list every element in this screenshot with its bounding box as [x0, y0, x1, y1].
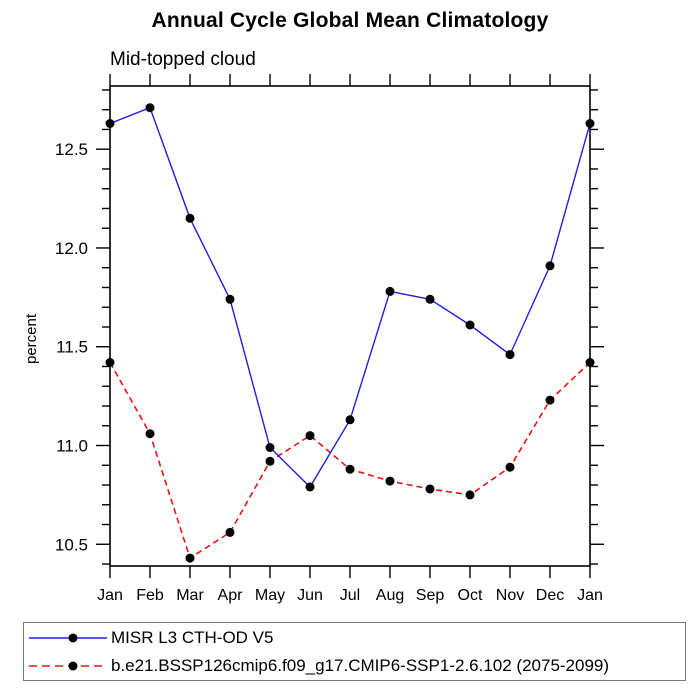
- model-data-point-marker: [345, 464, 355, 474]
- model-data-point-marker: [385, 476, 395, 486]
- legend-obs-marker-dot: [68, 633, 78, 642]
- legend: MISR L3 CTH-OD V5 b.e21.BSSP126cmip6.f09…: [23, 622, 686, 681]
- y-tick-label: 11.0: [56, 437, 88, 456]
- obs-data-point-marker: [105, 119, 115, 128]
- x-tick-label: Jun: [297, 587, 323, 604]
- legend-sample-solid-line: [29, 633, 107, 642]
- model-data-point-marker: [185, 553, 195, 563]
- obs-data-point-marker: [425, 294, 435, 304]
- model-series-line: [109, 361, 591, 560]
- model-data-point-marker: [305, 431, 315, 441]
- obs-data-point-marker: [225, 294, 235, 304]
- x-tick-label: Apr: [218, 587, 244, 604]
- model-data-point-marker: [225, 527, 235, 537]
- obs-data-point-marker: [545, 261, 555, 271]
- obs-data-point-marker: [145, 103, 155, 113]
- obs-data-point-marker: [265, 443, 275, 452]
- legend-label-obs: MISR L3 CTH-OD V5: [111, 627, 274, 647]
- obs-series-line: [109, 106, 591, 489]
- x-tick-label: Jul: [340, 587, 360, 604]
- obs-data-point-marker: [305, 482, 315, 492]
- model-data-point-marker: [465, 490, 475, 500]
- obs-data-point-marker: [465, 320, 475, 330]
- x-tick-label: Jan: [97, 587, 123, 604]
- obs-data-point-marker: [585, 119, 595, 128]
- model-data-point-marker: [105, 358, 115, 367]
- plot-frame: [109, 85, 591, 567]
- x-tick-label: Jan: [577, 587, 603, 604]
- legend-item-model: b.e21.BSSP126cmip6.f09_g17.CMIP6-SSP1-2.…: [28, 655, 685, 677]
- x-tick-label: May: [255, 587, 285, 604]
- obs-data-point-marker: [385, 286, 395, 296]
- x-tick-label: Aug: [376, 587, 404, 604]
- model-data-point-marker: [585, 358, 595, 367]
- legend-sample-dashed-line: [29, 661, 107, 670]
- model-data-point-marker: [425, 484, 435, 494]
- model-data-point-marker: [265, 456, 275, 466]
- obs-data-point-marker: [345, 415, 355, 425]
- x-tick-label: Feb: [136, 587, 164, 604]
- x-tick-label: Nov: [496, 587, 524, 604]
- y-tick-label: 10.5: [55, 535, 88, 554]
- y-tick-label: 12.5: [55, 140, 88, 159]
- y-tick-label: 11.5: [56, 338, 88, 357]
- obs-data-point-marker: [185, 213, 195, 223]
- y-tick-label: 12.0: [55, 239, 88, 258]
- chart-title: Annual Cycle Global Mean Climatology: [151, 9, 549, 32]
- x-tick-label: Mar: [176, 587, 204, 604]
- legend-model-marker-dot: [68, 661, 78, 670]
- model-data-point-marker: [505, 462, 515, 472]
- x-tick-label: Dec: [536, 587, 564, 604]
- x-tick-label: Sep: [416, 587, 445, 604]
- legend-item-obs: MISR L3 CTH-OD V5: [28, 627, 685, 649]
- plot-area: Jan Feb Mar Apr May Jun Jul Aug Sep Oct Nov Dec Jan 1…: [55, 74, 604, 604]
- obs-data-point-marker: [505, 350, 515, 360]
- chart-subtitle: Mid-topped cloud: [110, 49, 256, 70]
- model-data-point-marker: [545, 395, 555, 405]
- x-tick-label: Oct: [458, 587, 483, 604]
- legend-label-model: b.e21.BSSP126cmip6.f09_g17.CMIP6-SSP1-2.…: [111, 655, 610, 675]
- model-data-point-marker: [145, 429, 155, 439]
